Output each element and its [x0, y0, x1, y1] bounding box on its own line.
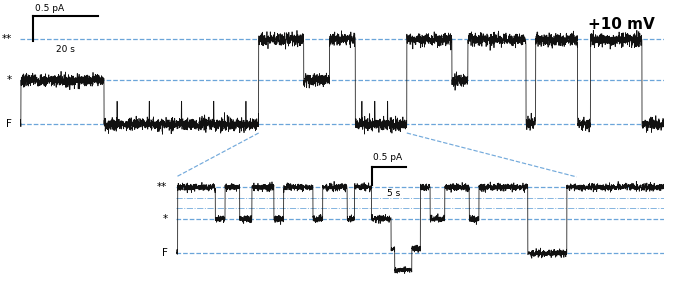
Text: 0.5 pA: 0.5 pA	[373, 153, 402, 162]
Text: 0.5 pA: 0.5 pA	[35, 4, 64, 13]
Text: *: *	[162, 214, 167, 224]
Text: F: F	[6, 119, 12, 129]
Text: **: **	[2, 34, 12, 45]
Text: **: **	[157, 182, 167, 192]
Text: *: *	[7, 75, 12, 85]
Text: 5 s: 5 s	[387, 189, 400, 198]
Text: F: F	[161, 248, 167, 258]
Text: 20 s: 20 s	[56, 45, 75, 54]
Text: +10 mV: +10 mV	[588, 17, 655, 32]
